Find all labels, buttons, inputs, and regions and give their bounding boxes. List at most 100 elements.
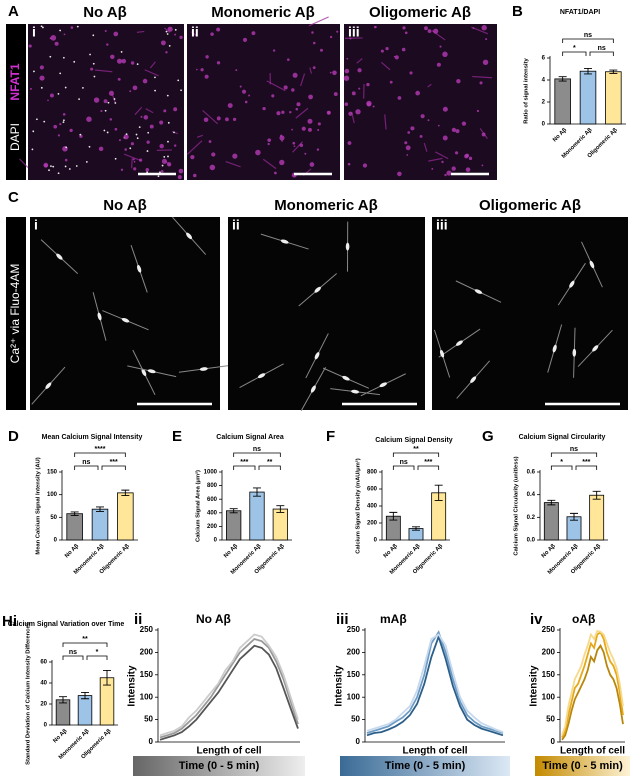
colorbar-label: Time (0 - 5 min) (385, 760, 466, 772)
sig-bracket (562, 51, 587, 56)
bar (554, 78, 571, 125)
nucleus (64, 86, 67, 89)
cell-body (117, 77, 121, 81)
cell-body (405, 145, 411, 151)
cell-process (262, 158, 277, 170)
panel-letter: ii (134, 611, 142, 628)
cell-body (317, 128, 320, 132)
cell-body (141, 368, 147, 377)
y-tick-label: 50 (351, 715, 360, 724)
sig-label: ns (69, 649, 77, 656)
bar (226, 510, 242, 541)
nucleus (135, 133, 138, 136)
cell-body (140, 115, 143, 118)
cell-body (401, 47, 406, 52)
cell-body (347, 141, 352, 145)
cell-body (210, 32, 214, 36)
nucleus (43, 120, 46, 123)
cell-body (208, 140, 212, 143)
x-tick-label: No Aβ (64, 543, 80, 559)
y-tick-label: 40 (40, 681, 47, 687)
cell-body (100, 109, 103, 113)
error-bar (96, 506, 104, 512)
cell-body (345, 242, 350, 251)
y-axis-label: Calcium Signal Density (mAU/μm²) (355, 458, 362, 553)
nucleus (79, 133, 82, 136)
error-bar (389, 511, 398, 521)
cell-body (28, 44, 32, 48)
cell-body (420, 114, 425, 119)
cell-body (132, 85, 138, 91)
nucleus (59, 29, 62, 32)
cell-body (472, 27, 475, 30)
cell-body (121, 58, 127, 64)
cell-body (56, 253, 63, 260)
cell-process (225, 160, 241, 168)
image-title: No Aβ (83, 4, 127, 21)
nucleus (146, 150, 149, 152)
nucleus (167, 140, 169, 143)
sig-bracket (233, 465, 256, 470)
cell-body (59, 123, 62, 126)
colorbar (535, 756, 630, 776)
bar (589, 494, 605, 541)
cell-body (29, 87, 32, 90)
cell-body (44, 163, 48, 168)
nucleus (85, 161, 88, 163)
cell-body (280, 239, 289, 244)
cell-process (427, 83, 432, 88)
cell-body (358, 87, 361, 90)
y-tick-label: 0.4 (527, 492, 536, 498)
cell-body (276, 111, 281, 116)
cell-body (316, 148, 320, 151)
sig-bracket (575, 465, 598, 470)
image-title: No Aβ (103, 197, 147, 214)
cell-body (349, 37, 352, 40)
sig-label: * (573, 45, 576, 52)
y-tick-label: 1000 (204, 470, 218, 476)
sig-bracket (562, 38, 614, 43)
cell-process (356, 58, 363, 64)
cell-body (389, 80, 393, 84)
micrograph (432, 217, 628, 410)
nucleus (75, 165, 78, 167)
cell-body (160, 170, 164, 173)
nucleus (157, 175, 160, 178)
x-axis-label: Length of cell (197, 746, 262, 757)
x-axis-label: Length of cell (403, 746, 468, 757)
subpanel-label: ii (191, 24, 199, 40)
x-tick-label: No Aβ (541, 543, 557, 559)
cell-body (419, 134, 423, 138)
cell-body (63, 33, 66, 36)
sig-label: ns (253, 446, 261, 453)
cell-body (113, 31, 119, 37)
stain-label: NFAT1 (8, 63, 22, 100)
cell-body (274, 171, 277, 175)
error-bar (570, 512, 578, 521)
cell-body (442, 106, 448, 112)
cell-body (442, 135, 448, 141)
cell-body (98, 146, 104, 152)
cell-body (329, 35, 333, 39)
intensity-line (159, 644, 299, 741)
panel-letter: E (172, 428, 182, 445)
cell-body (118, 139, 121, 142)
subpanel-label: i (32, 24, 36, 40)
cell-body (380, 49, 384, 53)
cell-body (159, 143, 164, 149)
cell-body (108, 90, 114, 96)
nucleus (120, 51, 123, 53)
sig-bracket (62, 642, 108, 647)
y-tick-label: 50 (144, 715, 153, 724)
error-bar (276, 505, 285, 513)
sig-label: ** (413, 446, 419, 453)
cell-body (589, 260, 595, 269)
x-axis-label: Length of cell (560, 746, 625, 757)
cell-body (304, 152, 307, 155)
cell-body (173, 144, 177, 147)
cell-body (227, 103, 233, 109)
cell-body (431, 168, 434, 170)
y-tick-label: 600 (207, 497, 218, 503)
nucleus (161, 164, 164, 167)
